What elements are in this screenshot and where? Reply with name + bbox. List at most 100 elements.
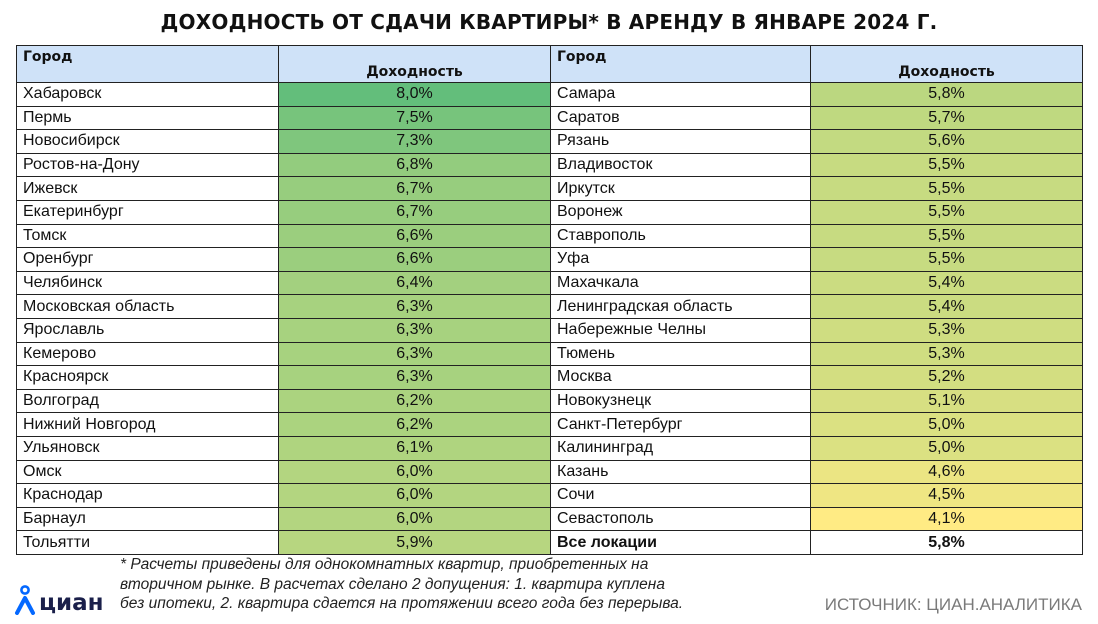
table-row: Красноярск 6,3% Москва 5,2% <box>16 365 1083 390</box>
yield-cell: 5,9% <box>278 530 551 555</box>
table-row: Омск 6,0% Казань 4,6% <box>16 459 1083 485</box>
city-cell: Красноярск <box>16 365 279 390</box>
city-cell: Челябинск <box>16 270 279 296</box>
yield-cell: 6,3% <box>278 341 551 367</box>
table-row: Ижевск 6,7% Иркутск 5,5% <box>16 176 1083 201</box>
yield-cell: 8,0% <box>278 82 551 107</box>
yield-cell: 6,7% <box>278 176 551 201</box>
column-header-city: Город <box>550 45 811 83</box>
yield-cell: 6,6% <box>278 223 551 249</box>
footnote-line: вторичном рынке. В расчетах сделано 2 до… <box>120 575 665 593</box>
table-row: Краснодар 6,0% Сочи 4,5% <box>16 483 1083 508</box>
city-cell: Набережные Челны <box>550 317 811 343</box>
table-row: Пермь 7,5% Саратов 5,7% <box>16 105 1083 131</box>
footnote-line: * Расчеты приведены для однокомнатных кв… <box>120 556 649 573</box>
column-header-yield: Доходность <box>278 45 551 83</box>
footnote: * Расчеты приведены для однокомнатных кв… <box>120 555 683 614</box>
table-row: Барнаул 6,0% Севастополь 4,1% <box>16 506 1083 532</box>
city-cell: Хабаровск <box>16 82 279 107</box>
city-cell: Тюмень <box>550 341 811 367</box>
yield-cell: 5,5% <box>810 223 1083 249</box>
city-cell: Ульяновск <box>16 435 279 461</box>
yield-cell: 5,5% <box>810 247 1083 272</box>
logo-text: циан <box>39 590 104 616</box>
table-row: Московская область 6,3% Ленинградская обла… <box>16 294 1083 319</box>
city-cell: Ленинградская область <box>550 294 811 319</box>
table-row: Хабаровск 8,0% Самара 5,8% <box>16 82 1083 107</box>
city-cell: Казань <box>550 459 811 485</box>
city-cell: Санкт-Петербург <box>550 412 811 437</box>
source-label: ИСТОЧНИК: ЦИАН.АНАЛИТИКА <box>824 595 1082 614</box>
table-row: Ульяновск 6,1% Калининград 5,0% <box>16 435 1083 461</box>
city-cell: Махачкала <box>550 270 811 296</box>
city-cell: Ставрополь <box>550 223 811 249</box>
city-cell: Новокузнецк <box>550 388 811 414</box>
yield-cell: 6,0% <box>278 483 551 508</box>
yield-cell: 6,4% <box>278 270 551 296</box>
city-cell: Уфа <box>550 247 811 272</box>
yield-cell: 5,8% <box>810 82 1083 107</box>
city-cell: Оренбург <box>16 247 279 272</box>
yield-cell: 4,1% <box>810 506 1083 532</box>
yield-cell: 5,3% <box>810 341 1083 367</box>
city-cell: Калининград <box>550 435 811 461</box>
yield-cell: 5,4% <box>810 270 1083 296</box>
table-row: Нижний Новгород 6,2% Санкт-Петербург 5,0% <box>16 412 1083 437</box>
table-row: Ярославль 6,3% Набережные Челны 5,3% <box>16 317 1083 343</box>
yield-cell: 6,8% <box>278 152 551 178</box>
yield-cell: 6,2% <box>278 388 551 414</box>
city-cell: Екатеринбург <box>16 199 279 225</box>
yield-cell: 6,3% <box>278 294 551 319</box>
table-row: Новосибирск 7,3% Рязань 5,6% <box>16 129 1083 154</box>
city-cell: Краснодар <box>16 483 279 508</box>
table-row: Тольятти 5,9% Все локации 5,8% <box>16 530 1083 555</box>
city-cell: Волгоград <box>16 388 279 414</box>
yield-cell: 5,2% <box>810 365 1083 390</box>
yield-cell: 5,1% <box>810 388 1083 414</box>
city-cell: Москва <box>550 365 811 390</box>
city-cell: Саратов <box>550 105 811 131</box>
city-cell: Ярославль <box>16 317 279 343</box>
yield-cell: 6,0% <box>278 506 551 532</box>
table-header-row: Город Доходность Город Доходность <box>16 45 1083 83</box>
table-row: Челябинск 6,4% Махачкала 5,4% <box>16 270 1083 296</box>
yield-cell: 6,3% <box>278 317 551 343</box>
table-row: Екатеринбург 6,7% Воронеж 5,5% <box>16 199 1083 225</box>
city-cell: Ижевск <box>16 176 279 201</box>
table-row: Ростов-на-Дону 6,8% Владивосток 5,5% <box>16 152 1083 178</box>
yield-cell: 5,0% <box>810 412 1083 437</box>
city-cell: Тольятти <box>16 530 279 555</box>
city-cell: Иркутск <box>550 176 811 201</box>
city-cell: Рязань <box>550 129 811 154</box>
city-cell: Пермь <box>16 105 279 131</box>
yield-cell: 4,6% <box>810 459 1083 485</box>
yield-cell: 5,5% <box>810 152 1083 178</box>
city-cell: Томск <box>16 223 279 249</box>
yield-cell: 6,1% <box>278 435 551 461</box>
city-cell: Сочи <box>550 483 811 508</box>
city-cell: Владивосток <box>550 152 811 178</box>
yield-cell: 5,5% <box>810 199 1083 225</box>
city-cell: Самара <box>550 82 811 107</box>
column-header-city: Город <box>16 45 279 83</box>
yield-table: Город Доходность Город Доходность Хабаро… <box>16 45 1083 555</box>
yield-cell: 5,0% <box>810 435 1083 461</box>
yield-cell: 5,3% <box>810 317 1083 343</box>
yield-cell: 5,7% <box>810 105 1083 131</box>
column-header-yield: Доходность <box>810 45 1083 83</box>
footnote-line: без ипотеки, 2. квартира сдается на прот… <box>120 595 684 612</box>
table-row: Томск 6,6% Ставрополь 5,5% <box>16 223 1083 249</box>
city-cell: Воронеж <box>550 199 811 225</box>
yield-cell: 4,5% <box>810 483 1083 508</box>
table-row: Оренбург 6,6% Уфа 5,5% <box>16 247 1083 272</box>
yield-cell: 7,3% <box>278 129 551 154</box>
city-cell: Севастополь <box>550 506 811 532</box>
yield-cell: 6,6% <box>278 247 551 272</box>
city-cell: Кемерово <box>16 341 279 367</box>
yield-cell: 6,0% <box>278 459 551 485</box>
yield-cell: 6,2% <box>278 412 551 437</box>
page-title: ДОХОДНОСТЬ ОТ СДАЧИ КВАРТИРЫ* В АРЕНДУ В… <box>160 10 938 34</box>
cian-logo: циан <box>14 585 104 615</box>
yield-cell: 5,4% <box>810 294 1083 319</box>
table-row: Кемерово 6,3% Тюмень 5,3% <box>16 341 1083 367</box>
